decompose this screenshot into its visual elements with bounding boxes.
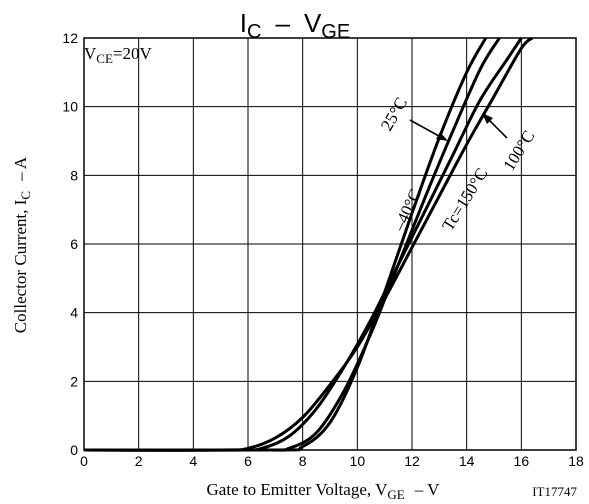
y-tick-label: 4 (70, 305, 78, 321)
y-tick-label: 2 (70, 373, 78, 389)
y-tick-label: 12 (62, 30, 78, 46)
label-25c: 25°C (377, 94, 411, 134)
x-tick-label: 4 (189, 453, 197, 469)
arrow-100c (482, 113, 508, 139)
tick-labels: 0 2 4 6 8 10 12 14 16 18 0 2 4 6 8 10 12 (62, 30, 584, 469)
x-tick-label: 18 (568, 453, 584, 469)
series-line-3 (83, 37, 488, 452)
x-tick-label: 8 (299, 453, 307, 469)
x-tick-label: 6 (244, 453, 252, 469)
y-axis-label: Collector Current, IC– A (11, 156, 33, 333)
x-tick-label: 0 (80, 453, 88, 469)
y-tick-label: 0 (70, 442, 78, 458)
x-tick-label: 16 (514, 453, 530, 469)
x-tick-label: 14 (459, 453, 475, 469)
label-100c: 100°C (499, 127, 538, 174)
x-tick-label: 2 (135, 453, 143, 469)
condition-label: VCE=20V (84, 44, 152, 66)
plot-frame (83, 37, 577, 451)
grid (83, 37, 577, 451)
figure-id: IT17747 (532, 484, 577, 499)
x-tick-label: 10 (350, 453, 366, 469)
x-tick-label: 12 (404, 453, 420, 469)
curves (83, 36, 534, 452)
x-axis-label: Gate to Emitter Voltage, VGE – V (207, 480, 441, 502)
y-tick-label: 8 (70, 167, 78, 183)
y-tick-label: 6 (70, 236, 78, 252)
y-tick-label: 10 (62, 99, 78, 115)
arrow-25c (409, 119, 448, 141)
